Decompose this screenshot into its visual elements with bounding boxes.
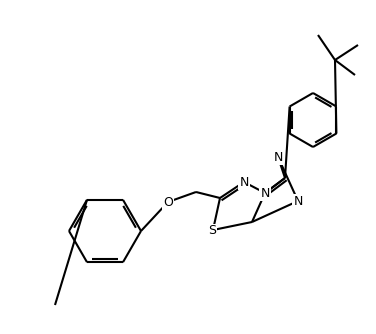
Text: O: O: [163, 195, 173, 208]
Text: N: N: [239, 175, 249, 188]
Text: N: N: [293, 194, 303, 207]
Text: N: N: [273, 151, 283, 164]
Text: S: S: [208, 224, 216, 237]
Text: N: N: [260, 186, 270, 199]
